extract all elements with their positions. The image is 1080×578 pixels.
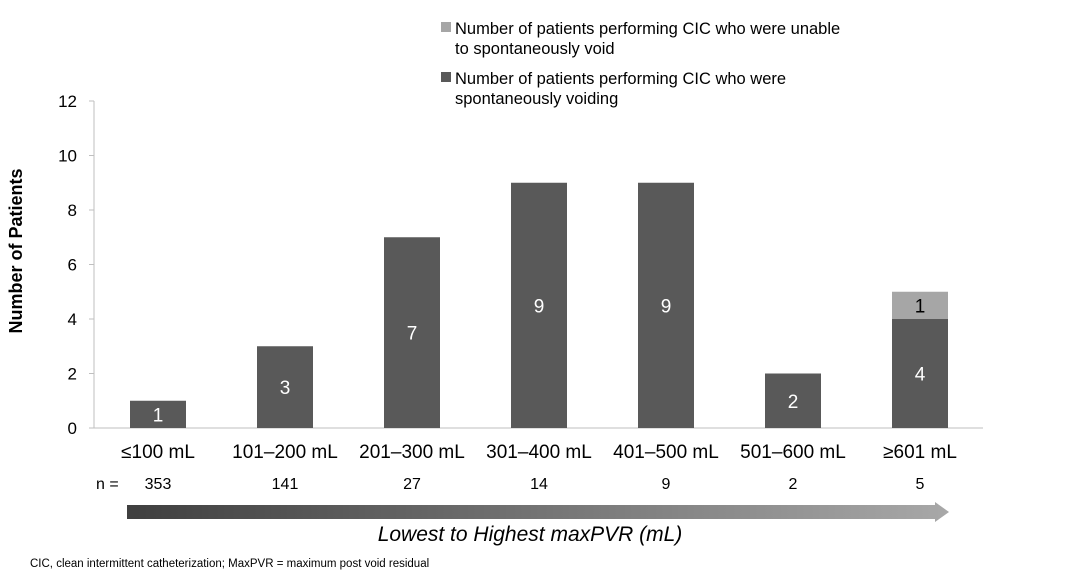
x-category-label: 101–200 mL <box>232 442 338 463</box>
bar-value-label: 1 <box>915 296 926 317</box>
x-category-label: ≥601 mL <box>883 442 957 463</box>
bar-value-label: 9 <box>534 296 545 317</box>
bar-voiding <box>257 346 313 428</box>
x-category-label: 401–500 mL <box>613 442 719 463</box>
legend-label-unable-line2: to spontaneously void <box>455 40 615 58</box>
n-value: 2 <box>789 476 798 493</box>
footnote: CIC, clean intermittent catheterization;… <box>30 558 429 570</box>
bars: 1 3 7 9 9 2 4 1 <box>130 182 948 428</box>
bar-voiding <box>765 373 821 428</box>
y-tick-label: 12 <box>58 92 77 111</box>
n-values: 353 141 27 14 9 2 5 <box>145 476 925 493</box>
legend-label-unable-line1: Number of patients performing CIC who we… <box>455 20 840 38</box>
n-value: 27 <box>403 476 421 493</box>
bar-voiding <box>384 237 440 428</box>
x-category-label: 301–400 mL <box>486 442 592 463</box>
legend-swatch-unable <box>441 22 451 32</box>
bar-voiding <box>638 182 694 428</box>
bar-value-label: 7 <box>407 324 418 345</box>
n-value: 353 <box>145 476 172 493</box>
bar-unable-to-void <box>892 291 948 319</box>
legend-label-voiding-line1: Number of patients performing CIC who we… <box>455 70 786 88</box>
bar-value-label: 3 <box>280 378 291 399</box>
bar-value-label: 9 <box>661 296 672 317</box>
bar-value-label: 1 <box>153 405 164 426</box>
n-value: 14 <box>530 476 548 493</box>
bar-voiding <box>130 400 186 428</box>
y-tick-label: 6 <box>68 256 77 275</box>
n-value: 141 <box>272 476 299 493</box>
y-tick-label: 10 <box>58 147 77 166</box>
y-tick-label: 2 <box>68 365 77 384</box>
y-axis-title: Number of Patients <box>6 168 26 333</box>
bar-value-label: 2 <box>788 392 799 413</box>
y-tick-label: 8 <box>68 201 77 220</box>
n-value: 9 <box>662 476 671 493</box>
bar-voiding <box>511 182 567 428</box>
x-category-label: ≤100 mL <box>121 442 195 463</box>
legend: Number of patients performing CIC who we… <box>441 20 840 108</box>
legend-label-voiding-line2: spontaneously voiding <box>455 90 618 108</box>
n-value: 5 <box>916 476 925 493</box>
y-ticks: 0 2 4 6 8 10 12 <box>58 92 94 438</box>
y-tick-label: 4 <box>68 310 77 329</box>
bar-voiding <box>892 319 948 428</box>
category-labels: ≤100 mL 101–200 mL 201–300 mL 301–400 mL 401… <box>121 442 957 463</box>
bar-value-label: 4 <box>915 365 926 386</box>
gradient-arrow <box>127 502 949 522</box>
arrow-label: Lowest to Highest maxPVR (mL) <box>378 523 683 546</box>
x-category-label: 501–600 mL <box>740 442 846 463</box>
y-tick-label: 0 <box>68 419 77 438</box>
legend-swatch-voiding <box>441 72 451 82</box>
x-category-label: 201–300 mL <box>359 442 465 463</box>
n-prefix: n = <box>96 476 119 493</box>
